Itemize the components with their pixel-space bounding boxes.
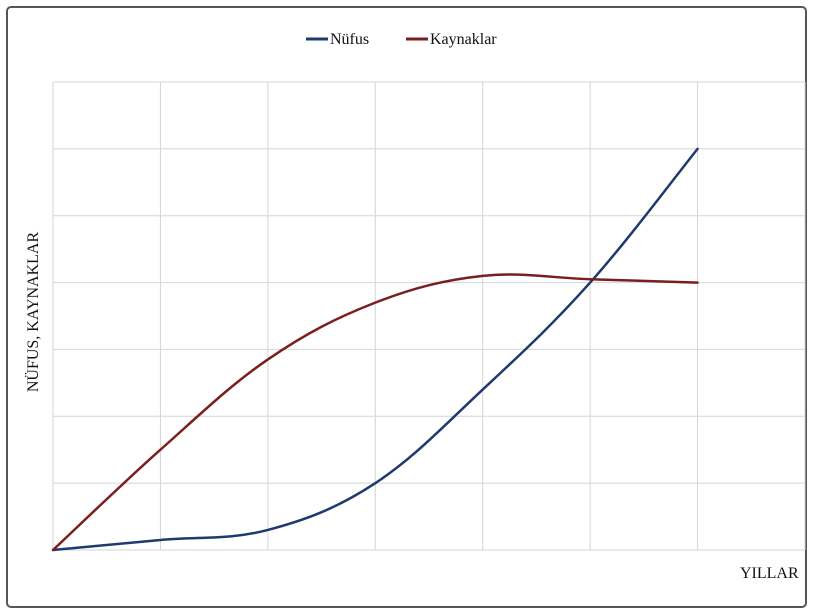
legend-label-nufus: Nüfus (330, 31, 369, 48)
series-line-kaynaklar (51, 273, 699, 552)
grid (52, 81, 806, 551)
legend-label-kaynaklar: Kaynaklar (430, 31, 497, 48)
series-line-nufus (51, 147, 699, 552)
x-axis-label: YILLAR (740, 565, 799, 582)
series-group (51, 147, 699, 552)
chart-frame (6, 6, 807, 608)
legend: Nüfus Kaynaklar (306, 31, 497, 48)
y-axis-label: NÜFUS, KAYNAKLAR (24, 232, 42, 393)
